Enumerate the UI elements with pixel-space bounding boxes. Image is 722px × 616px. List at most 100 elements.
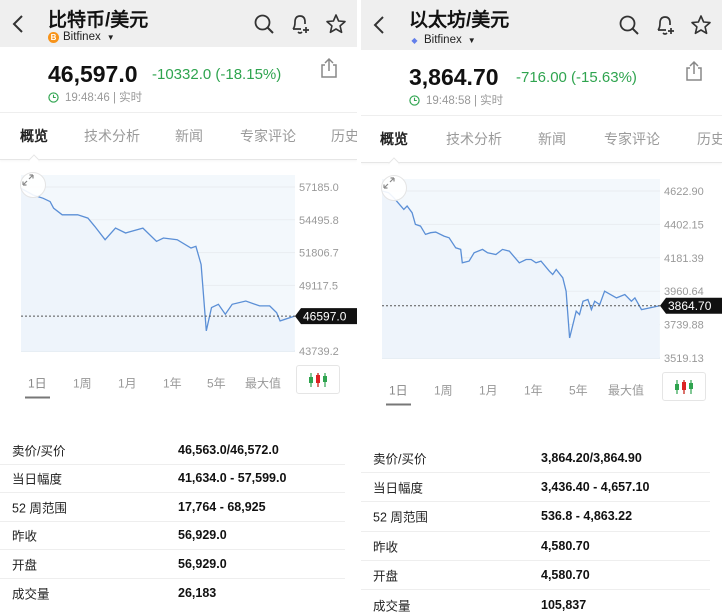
exchange-selector[interactable]: ◆ Bitfinex ▼ [409,34,476,46]
stat-label: 52 周范围 [12,501,67,516]
add-alert-bell-icon[interactable] [654,14,676,36]
back-chevron-icon[interactable] [8,13,30,35]
quote-time: 19:48:46 | 实时 [48,89,142,105]
stat-row: 卖价/买价 46,563.0/46,572.0 [0,436,345,465]
price-area [21,188,295,351]
stat-label: 当日幅度 [12,472,63,487]
expand-arrows-icon [22,174,34,186]
stat-row: 当日幅度 41,634.0 - 57,599.0 [0,465,345,493]
stat-row: 52 周范围 17,764 - 68,925 [0,493,345,522]
expand-chart-button[interactable] [381,175,407,201]
tab-0[interactable]: 概览 [380,131,408,147]
y-tick-label: 49117.5 [299,280,338,292]
range-3[interactable]: 1年 [524,383,543,398]
price-chart: 57185.054495.851806.749117.543739.220:00… [0,160,357,365]
price-section: 46,597.0 -10332.0 (-18.15%) 19:48:46 | 实… [0,47,357,113]
star-icon[interactable] [325,13,347,35]
last-price-tag-text: 3864.70 [668,299,712,313]
range-5[interactable]: 最大值 [245,376,282,390]
range-0[interactable]: 1日 [386,383,411,406]
tab-2[interactable]: 新闻 [175,128,203,144]
stat-row: 当日幅度 3,436.40 - 4,657.10 [361,473,710,503]
range-1[interactable]: 1周 [73,376,92,390]
search-icon[interactable] [253,13,275,35]
range-5[interactable]: 最大值 [608,383,645,398]
range-2[interactable]: 1月 [118,376,137,390]
y-tick-label: 54495.8 [299,215,339,227]
y-tick-label: 43739.2 [299,346,339,358]
range-1[interactable]: 1周 [434,383,453,398]
candlestick-icon [309,372,327,387]
stat-label: 开盘 [12,558,38,573]
price-area [382,191,660,358]
last-price-tag-text: 46597.0 [303,310,347,324]
stat-value: 56,929.0 [178,528,227,543]
caret-down-icon: ▼ [467,35,476,45]
stat-label: 卖价/买价 [373,452,427,467]
exchange-selector[interactable]: B Bitfinex ▼ [48,31,115,43]
expand-chart-button[interactable] [20,172,46,198]
range-3[interactable]: 1年 [163,376,182,390]
star-icon[interactable] [690,14,712,36]
stat-value: 3,436.40 - 4,657.10 [541,480,650,495]
ethereum-icon: ◆ [411,35,418,45]
y-tick-label: 4622.90 [664,186,704,198]
stat-row: 成交量 105,837 [361,590,710,616]
tab-4[interactable]: 历史 [331,128,357,144]
y-tick-label: 4402.15 [664,219,704,231]
range-selector: 1日 1周 1月 1年 5年 最大值 [361,372,722,408]
price-line [20,187,295,331]
range-4[interactable]: 5年 [207,376,226,390]
price-tag-shape [660,297,722,314]
last-price-tag: 46597.0 [295,308,357,325]
tab-1[interactable]: 技术分析 [84,128,140,144]
tab-bar: 概览 技术分析 新闻 专家评论 历史 [361,116,722,169]
share-icon[interactable] [684,60,704,82]
share-icon[interactable] [319,57,339,79]
stat-row: 开盘 56,929.0 [0,550,345,579]
pair-title: 以太坊/美元 [409,10,510,31]
stat-label: 昨收 [12,529,38,544]
last-price: 3,864.70 [409,64,499,90]
tab-0[interactable]: 概览 [20,128,48,144]
add-alert-bell-icon[interactable] [289,13,311,35]
last-price-tag: 3864.70 [660,297,722,314]
tab-4[interactable]: 历史 [697,131,722,147]
candlestick-toggle-button[interactable] [296,365,340,394]
stat-value: 46,563.0/46,572.0 [178,442,279,457]
stat-value: 56,929.0 [178,556,227,571]
header-bar: 比特币/美元 B Bitfinex ▼ [0,0,357,47]
bitcoin-icon: B [48,31,59,43]
stat-row: 开盘 4,580.70 [361,561,710,590]
quote-time-text: 19:48:58 | 实时 [426,95,504,107]
caret-down-icon: ▼ [106,32,115,42]
exchange-name: Bitfinex [424,34,462,46]
range-0[interactable]: 1日 [25,376,50,398]
stat-value: 41,634.0 - 57,599.0 [178,471,287,486]
clock-icon [48,91,59,103]
stat-label: 昨收 [373,540,399,555]
search-icon[interactable] [618,14,640,36]
price-section: 3,864.70 -716.00 (-15.63%) 19:48:58 | 实时 [361,50,722,116]
back-chevron-icon[interactable] [369,14,391,36]
stat-row: 昨收 4,580.70 [361,532,710,561]
stat-value: 4,580.70 [541,538,590,553]
stat-value: 4,580.70 [541,567,590,582]
tab-2[interactable]: 新闻 [538,131,566,147]
tab-3[interactable]: 专家评论 [604,131,660,147]
price-chart: 4622.90 4402.15 4181.39 3960.64 3739.88 3519.… [361,163,722,372]
expand-arrows-icon [383,177,395,189]
tab-1[interactable]: 技术分析 [446,131,502,147]
stat-row: 52 周范围 536.8 - 4,863.22 [361,502,710,532]
quote-time-text: 19:48:46 | 实时 [65,92,143,104]
tab-bar: 概览 技术分析 新闻 专家评论 历史 [0,113,357,166]
y-tick-label: 57185.0 [299,182,339,194]
range-4[interactable]: 5年 [569,383,588,398]
tab-3[interactable]: 专家评论 [240,128,296,144]
range-2[interactable]: 1月 [479,383,498,398]
quote-time: 19:48:58 | 实时 [409,92,503,108]
stat-row: 成交量 26,183 [0,579,345,608]
clock-icon [409,94,420,106]
stat-value: 3,864.20/3,864.90 [541,451,642,466]
candlestick-toggle-button[interactable] [662,372,706,401]
